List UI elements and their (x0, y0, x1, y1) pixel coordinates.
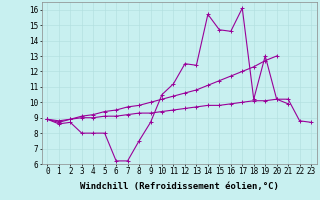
X-axis label: Windchill (Refroidissement éolien,°C): Windchill (Refroidissement éolien,°C) (80, 182, 279, 191)
